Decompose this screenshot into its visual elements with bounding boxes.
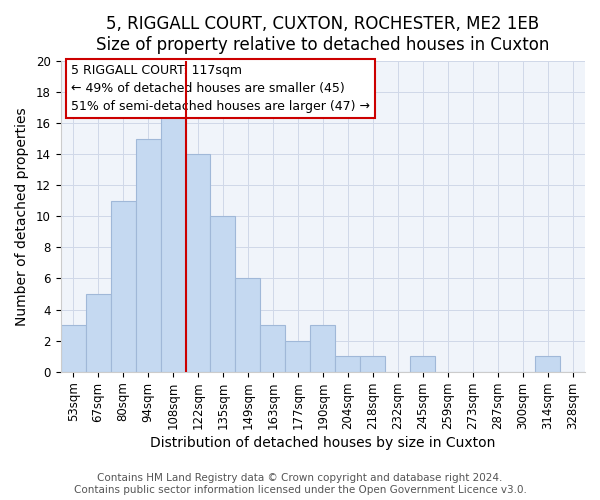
Y-axis label: Number of detached properties: Number of detached properties bbox=[15, 107, 29, 326]
Bar bbox=[136, 138, 161, 372]
Text: 5 RIGGALL COURT: 117sqm
← 49% of detached houses are smaller (45)
51% of semi-de: 5 RIGGALL COURT: 117sqm ← 49% of detache… bbox=[71, 64, 370, 113]
Bar bbox=[211, 216, 235, 372]
Bar bbox=[260, 325, 286, 372]
Bar bbox=[61, 325, 86, 372]
Title: 5, RIGGALL COURT, CUXTON, ROCHESTER, ME2 1EB
Size of property relative to detach: 5, RIGGALL COURT, CUXTON, ROCHESTER, ME2… bbox=[96, 15, 550, 54]
Bar bbox=[410, 356, 435, 372]
Bar bbox=[535, 356, 560, 372]
Bar bbox=[110, 201, 136, 372]
Bar bbox=[310, 325, 335, 372]
Bar bbox=[185, 154, 211, 372]
X-axis label: Distribution of detached houses by size in Cuxton: Distribution of detached houses by size … bbox=[150, 436, 496, 450]
Bar bbox=[360, 356, 385, 372]
Bar bbox=[335, 356, 360, 372]
Bar bbox=[86, 294, 110, 372]
Text: Contains HM Land Registry data © Crown copyright and database right 2024.
Contai: Contains HM Land Registry data © Crown c… bbox=[74, 474, 526, 495]
Bar bbox=[286, 340, 310, 372]
Bar bbox=[161, 108, 185, 372]
Bar bbox=[235, 278, 260, 372]
